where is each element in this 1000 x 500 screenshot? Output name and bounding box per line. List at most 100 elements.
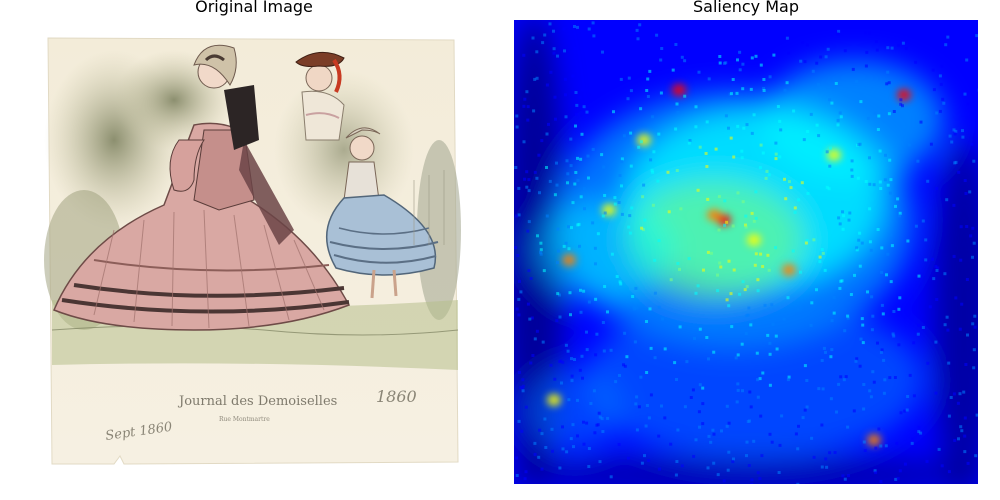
saliency-speckle [741, 87, 745, 91]
saliency-speckle [853, 273, 856, 277]
saliency-speckle [886, 252, 890, 256]
saliency-speckle [633, 307, 637, 311]
saliency-speckle [649, 158, 653, 162]
saliency-speckle [748, 390, 752, 394]
saliency-speckle [745, 285, 749, 289]
saliency-speckle [632, 305, 636, 309]
saliency-speckle [898, 296, 902, 300]
saliency-speckle [592, 389, 596, 393]
saliency-hotspot [827, 149, 841, 161]
saliency-speckle [856, 176, 860, 180]
saliency-speckle [678, 325, 682, 329]
saliency-speckle [832, 311, 836, 315]
saliency-speckle [868, 240, 872, 244]
saliency-speckle [558, 293, 561, 297]
saliency-speckle [564, 343, 568, 347]
saliency-speckle [868, 389, 872, 393]
saliency-speckle [843, 329, 847, 333]
saliency-speckle [857, 143, 861, 147]
saliency-speckle [637, 405, 641, 409]
saliency-speckle [602, 349, 606, 353]
saliency-speckle [758, 377, 762, 381]
saliency-region [534, 200, 674, 300]
saliency-speckle [606, 416, 610, 420]
saliency-speckle [897, 307, 901, 311]
saliency-speckle [779, 128, 783, 132]
saliency-speckle [839, 115, 843, 119]
saliency-speckle [852, 409, 856, 413]
saliency-speckle [963, 61, 967, 65]
saliency-speckle [628, 231, 632, 235]
saliency-speckle [539, 241, 543, 245]
saliency-speckle [935, 269, 939, 272]
saliency-speckle [551, 449, 554, 453]
saliency-speckle [646, 77, 650, 81]
saliency-speckle [578, 95, 582, 99]
saliency-speckle [940, 464, 944, 468]
saliency-speckle [741, 389, 744, 393]
saliency-speckle [725, 220, 729, 224]
saliency-speckle [932, 277, 936, 281]
saliency-speckle [854, 359, 858, 363]
saliency-speckle [674, 127, 678, 131]
saliency-speckle [709, 440, 713, 444]
saliency-speckle [741, 200, 745, 204]
saliency-speckle [652, 150, 656, 154]
saliency-speckle [580, 354, 584, 358]
saliency-speckle [894, 477, 898, 481]
saliency-speckle [560, 381, 563, 385]
saliency-speckle [778, 155, 782, 159]
saliency-speckle [723, 223, 727, 227]
saliency-speckle [899, 411, 903, 415]
saliency-speckle [805, 379, 809, 382]
saliency-speckle [764, 176, 768, 180]
saliency-speckle [792, 20, 796, 24]
saliency-speckle [958, 392, 962, 396]
saliency-speckle [655, 33, 659, 37]
saliency-speckle [558, 466, 562, 470]
saliency-speckle [817, 387, 821, 391]
saliency-speckle [892, 334, 896, 338]
saliency-speckle [594, 297, 598, 301]
saliency-speckle [736, 124, 740, 128]
saliency-speckle [539, 250, 543, 254]
saliency-speckle [580, 88, 584, 92]
saliency-speckle [526, 302, 530, 306]
saliency-speckle [871, 314, 875, 318]
saliency-speckle [878, 149, 882, 153]
saliency-speckle [736, 191, 740, 195]
saliency-speckle [716, 289, 720, 293]
saliency-speckle [740, 342, 744, 346]
saliency-speckle [553, 377, 557, 381]
saliency-speckle [916, 159, 920, 163]
saliency-speckle [886, 183, 890, 187]
saliency-speckle [906, 395, 910, 398]
saliency-speckle [570, 379, 574, 383]
saliency-speckle [651, 115, 655, 119]
saliency-speckle [938, 109, 942, 113]
saliency-speckle [846, 314, 850, 318]
saliency-speckle [815, 61, 819, 65]
saliency-speckle [759, 252, 763, 256]
saliency-speckle [722, 479, 726, 483]
saliency-speckle [556, 261, 559, 265]
saliency-speckle [758, 166, 762, 170]
saliency-speckle [939, 82, 943, 86]
saliency-speckle [712, 461, 716, 465]
saliency-speckle [613, 196, 617, 200]
saliency-hotspot [672, 84, 686, 96]
saliency-speckle [573, 358, 576, 361]
saliency-speckle [519, 385, 523, 389]
saliency-speckle [864, 180, 868, 183]
saliency-speckle [744, 223, 747, 227]
saliency-speckle [731, 460, 735, 464]
saliency-speckle [579, 157, 583, 161]
saliency-speckle [564, 241, 568, 245]
saliency-speckle [588, 89, 592, 93]
saliency-speckle [735, 400, 739, 404]
saliency-speckle [718, 55, 722, 58]
saliency-speckle [587, 27, 591, 31]
saliency-speckle [949, 396, 953, 399]
saliency-speckle [564, 93, 567, 97]
saliency-speckle [889, 178, 893, 182]
